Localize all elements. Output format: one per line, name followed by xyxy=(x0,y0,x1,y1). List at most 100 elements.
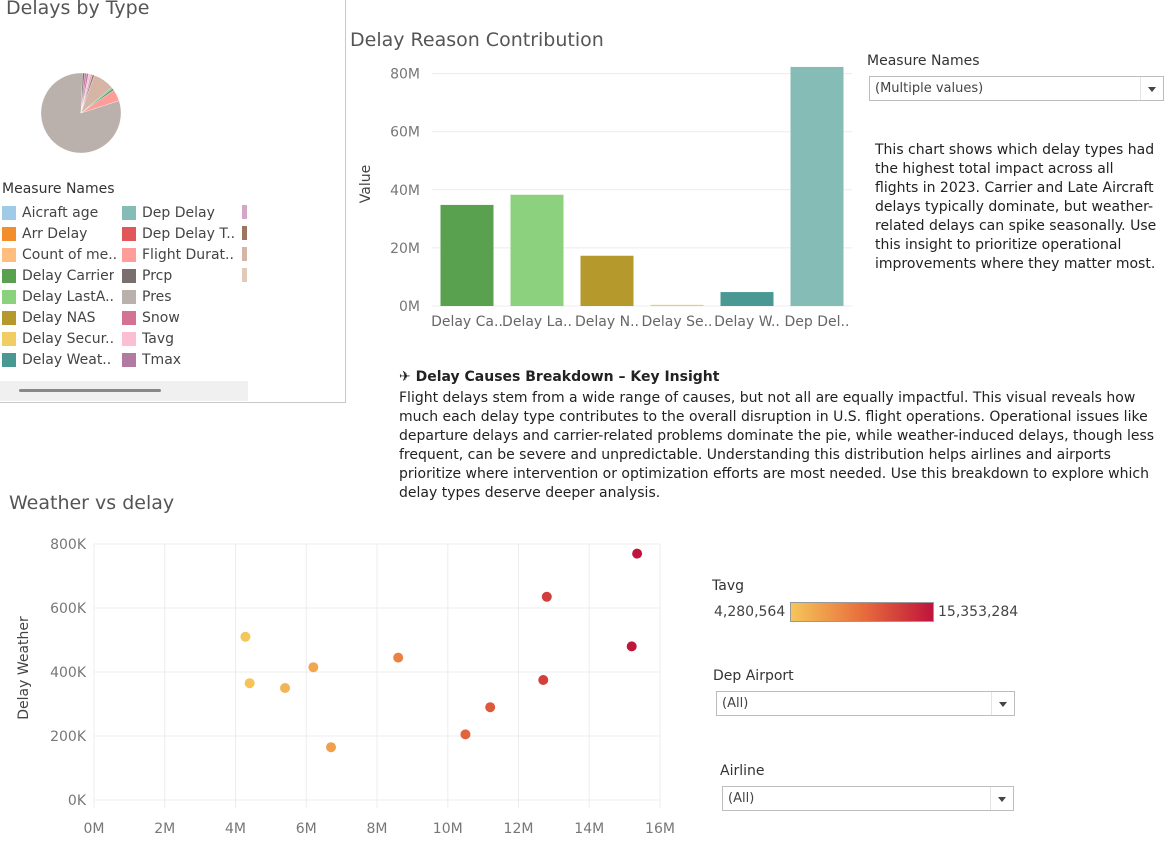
scatter-point[interactable] xyxy=(326,742,337,753)
legend-swatch xyxy=(122,332,136,346)
x-tick-label: 12M xyxy=(504,821,534,837)
scatter-chart-title: Weather vs delay xyxy=(9,492,175,514)
x-tick-label: 16M xyxy=(645,821,675,837)
legend-label: Tavg xyxy=(142,331,174,347)
y-tick-label: 40M xyxy=(390,183,420,199)
pie-legend-item[interactable]: Pres xyxy=(122,289,172,305)
legend-swatch xyxy=(242,247,247,261)
airline-filter-label: Airline xyxy=(720,763,765,779)
pie-legend-item[interactable]: Delay Carrier xyxy=(2,268,114,284)
y-tick-label: 200K xyxy=(50,729,87,745)
legend-label: Flight Durat.. xyxy=(142,247,234,263)
pie-legend-item[interactable] xyxy=(242,205,253,219)
bar[interactable] xyxy=(440,204,494,306)
scatter-point[interactable] xyxy=(240,631,251,642)
scatter-point[interactable] xyxy=(244,678,255,689)
scatter-point[interactable] xyxy=(393,652,404,663)
scatter-point[interactable] xyxy=(485,702,496,713)
pie-legend-title: Measure Names xyxy=(2,181,115,197)
x-tick-label: Delay La.. xyxy=(502,314,572,330)
bar[interactable] xyxy=(650,304,704,306)
pie-legend-item[interactable]: Aicraft age xyxy=(2,205,98,221)
chevron-down-icon[interactable] xyxy=(991,692,1014,715)
legend-label: Delay LastA.. xyxy=(22,289,114,305)
legend-label: Dep Delay xyxy=(142,205,215,221)
bar-chart-description: This chart shows which delay types had t… xyxy=(875,142,1157,272)
bar[interactable] xyxy=(720,292,774,306)
airline-dropdown-value: (All) xyxy=(728,791,755,806)
legend-label: Aicraft age xyxy=(22,205,99,221)
legend-label: Tmax xyxy=(142,352,182,368)
dep-airport-dropdown-value: (All) xyxy=(722,696,749,711)
measure-names-dropdown-value: (Multiple values) xyxy=(875,81,984,96)
legend-swatch xyxy=(122,206,136,220)
y-tick-label: 80M xyxy=(390,67,420,83)
x-tick-label: 10M xyxy=(433,821,463,837)
legend-horizontal-scrollbar[interactable] xyxy=(0,381,248,401)
measure-names-dropdown[interactable]: (Multiple values) xyxy=(869,76,1164,101)
scatter-point[interactable] xyxy=(541,591,552,602)
chevron-down-icon[interactable] xyxy=(990,787,1013,810)
pie-legend-item[interactable]: Snow xyxy=(122,310,180,326)
legend-swatch xyxy=(122,269,136,283)
x-tick-label: Delay W.. xyxy=(714,314,780,330)
scatter-point[interactable] xyxy=(308,662,319,673)
dep-airport-dropdown[interactable]: (All) xyxy=(716,691,1015,716)
pie-legend-item[interactable] xyxy=(242,268,253,282)
pie-chart-title: Delays by Type xyxy=(6,0,150,19)
scatter-point[interactable] xyxy=(626,641,637,652)
x-tick-label: Delay Se.. xyxy=(642,314,713,330)
legend-swatch xyxy=(122,290,136,304)
scrollbar-thumb[interactable] xyxy=(19,389,161,392)
pie-legend-item[interactable]: Delay Secur.. xyxy=(2,331,114,347)
pie-legend-item[interactable]: Dep Delay T.. xyxy=(122,226,235,242)
y-axis-title: Value xyxy=(358,165,374,203)
y-tick-label: 400K xyxy=(50,665,87,681)
x-tick-label: 4M xyxy=(225,821,246,837)
airline-dropdown[interactable]: (All) xyxy=(722,786,1014,811)
legend-swatch xyxy=(242,205,247,219)
x-tick-label: 14M xyxy=(574,821,604,837)
legend-label: Pres xyxy=(142,289,172,305)
bar[interactable] xyxy=(580,255,634,306)
legend-label: Dep Delay T.. xyxy=(142,226,236,242)
chevron-down-icon[interactable] xyxy=(1140,77,1163,100)
legend-swatch xyxy=(122,248,136,262)
tavg-color-ramp xyxy=(790,602,934,622)
legend-label: Arr Delay xyxy=(22,226,88,242)
pie-legend-item[interactable]: Dep Delay xyxy=(122,205,215,221)
pie-legend-item[interactable]: Prcp xyxy=(122,268,172,284)
legend-swatch xyxy=(2,206,16,220)
pie-legend-item[interactable]: Count of me.. xyxy=(2,247,117,263)
pie-legend-item[interactable] xyxy=(242,226,253,240)
bar[interactable] xyxy=(790,66,844,306)
pie-legend-item[interactable]: Flight Durat.. xyxy=(122,247,234,263)
scatter-point[interactable] xyxy=(632,548,643,559)
legend-label: Prcp xyxy=(142,268,173,284)
x-tick-label: 6M xyxy=(296,821,317,837)
pie-legend-item[interactable]: Delay NAS xyxy=(2,310,96,326)
scatter-point[interactable] xyxy=(280,683,291,693)
insight-body: Flight delays stem from a wide range of … xyxy=(399,390,1155,501)
scatter-point[interactable] xyxy=(460,729,471,740)
legend-label: Delay Weat.. xyxy=(22,352,112,368)
pie-legend-item[interactable] xyxy=(242,247,253,261)
legend-swatch xyxy=(2,332,16,346)
legend-swatch xyxy=(242,226,247,240)
pie-legend-item[interactable]: Arr Delay xyxy=(2,226,87,242)
legend-swatch xyxy=(242,268,247,282)
pie-legend-item[interactable]: Tavg xyxy=(122,331,174,347)
scatter-point[interactable] xyxy=(538,675,549,685)
tavg-legend-title: Tavg xyxy=(712,578,744,594)
legend-label: Count of me.. xyxy=(22,247,118,263)
pie-legend-item[interactable]: Delay LastA.. xyxy=(2,289,114,305)
x-tick-label: Delay Ca.. xyxy=(431,314,503,330)
insight-heading: ✈ Delay Causes Breakdown – Key Insight xyxy=(399,369,720,385)
legend-label: Snow xyxy=(142,310,180,326)
pie-slice[interactable] xyxy=(80,90,120,114)
bar[interactable] xyxy=(510,194,564,306)
pie-legend-item[interactable]: Tmax xyxy=(122,352,181,368)
pie-legend-item[interactable]: Delay Weat.. xyxy=(2,352,111,368)
x-tick-label: 0M xyxy=(84,821,105,837)
legend-swatch xyxy=(2,269,16,283)
